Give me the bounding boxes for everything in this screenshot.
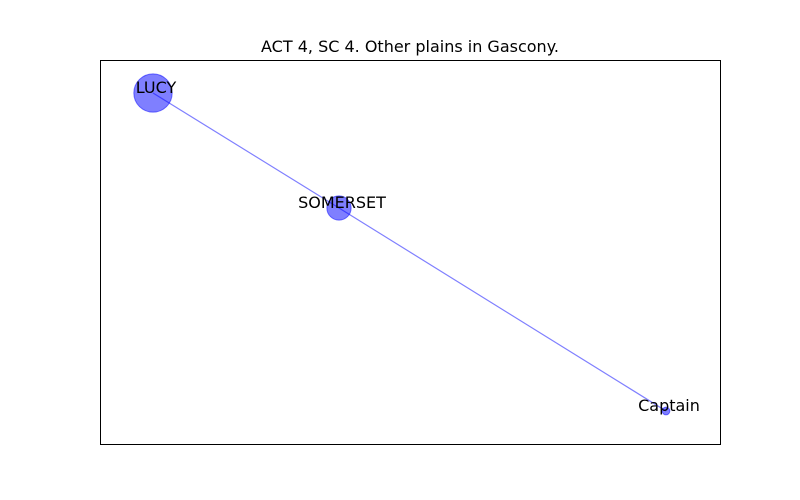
plot-title: ACT 4, SC 4. Other plains in Gascony. (261, 37, 559, 56)
labels-layer: LUCY SOMERSET Captain (136, 78, 700, 415)
edge-lucy-somerset (152, 92, 340, 209)
node-captain (661, 406, 671, 416)
node-label-somerset: SOMERSET (298, 193, 386, 212)
nodes-layer (133, 73, 671, 416)
node-label-captain: Captain (638, 396, 700, 415)
edge-somerset-captain (338, 207, 667, 412)
node-label-lucy: LUCY (136, 78, 177, 97)
plot-frame (100, 60, 721, 445)
node-lucy (133, 73, 173, 113)
node-somerset (326, 195, 352, 221)
edges-layer (152, 92, 667, 412)
